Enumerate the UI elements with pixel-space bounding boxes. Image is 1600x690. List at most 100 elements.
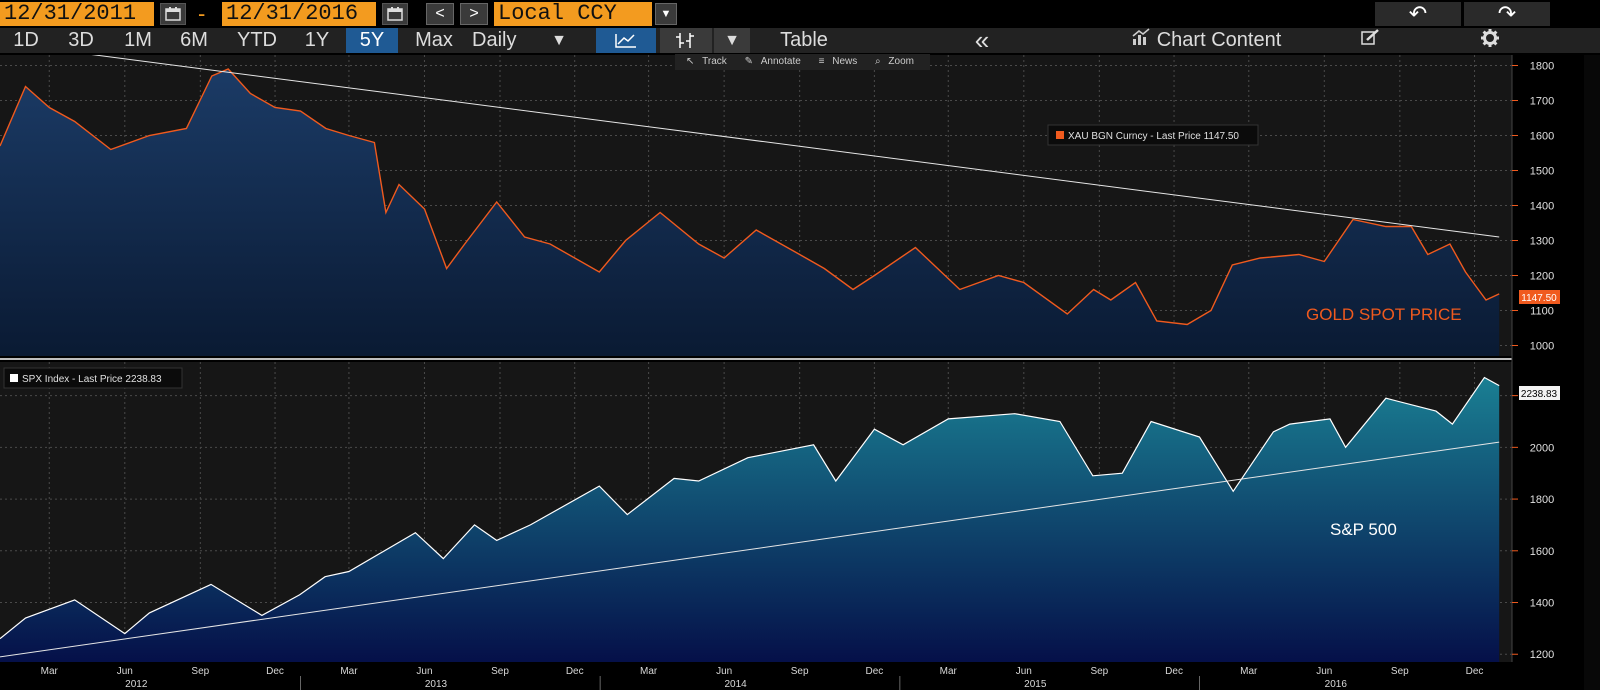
line-chart-icon[interactable] <box>596 28 656 53</box>
date-toolbar: 12/31/2011 - 12/31/2016 < > Local CCY ▼ … <box>0 0 1600 28</box>
x-month-label: Sep <box>1090 666 1108 677</box>
chart-type-dropdown-icon[interactable]: ▼ <box>714 28 750 53</box>
next-period-button[interactable]: > <box>460 3 488 25</box>
table-button[interactable]: Table <box>780 29 828 51</box>
gold-legend[interactable] <box>1047 124 1259 146</box>
gold-last-price-label: 1147.50 <box>1521 293 1557 304</box>
currency-select[interactable]: Local CCY <box>494 2 652 26</box>
spx-legend-swatch <box>10 374 18 382</box>
gold-y-tick-label: 1400 <box>1530 201 1554 213</box>
spx-y-tick-label: 1200 <box>1530 649 1554 661</box>
spx-price-line <box>0 376 1500 640</box>
x-month-label: Mar <box>940 666 958 677</box>
x-month-label: Dec <box>266 666 284 677</box>
start-date-field[interactable]: 12/31/2011 <box>0 2 154 26</box>
spx-y-tick-label: 1400 <box>1530 598 1554 610</box>
gold-y-tick-label: 1700 <box>1530 96 1554 108</box>
x-month-label: Dec <box>865 666 883 677</box>
gold-y-tick-label: 1100 <box>1530 306 1554 318</box>
spx-legend[interactable] <box>3 367 183 389</box>
candlestick-icon[interactable] <box>660 28 712 53</box>
range-max-button[interactable]: Max <box>415 29 453 51</box>
range-6m-button[interactable]: 6M <box>180 29 208 51</box>
track-label: Track <box>702 56 727 67</box>
x-year-label: 2014 <box>725 679 748 690</box>
edit-chart-button[interactable] <box>1320 28 1420 53</box>
x-month-label: Sep <box>491 666 509 677</box>
end-date-field[interactable]: 12/31/2016 <box>222 2 376 26</box>
x-month-label: Sep <box>1391 666 1409 677</box>
gold-y-tick-label: 1500 <box>1530 166 1554 178</box>
spx-annotation: S&P 500 <box>1330 520 1397 539</box>
range-3d-button[interactable]: 3D <box>68 29 94 51</box>
x-month-label: Dec <box>1165 666 1183 677</box>
spx-area-fill <box>0 377 1500 662</box>
date-separator: - <box>198 1 206 26</box>
x-month-label: Sep <box>791 666 809 677</box>
gold-y-tick-label: 1800 <box>1530 61 1554 73</box>
start-calendar-icon[interactable] <box>160 3 186 25</box>
x-month-label: Jun <box>1316 666 1332 677</box>
scrollbar-track[interactable] <box>1584 55 1600 690</box>
range-1y-button[interactable]: 1Y <box>304 29 330 51</box>
gold-last-price-tag <box>1519 290 1560 304</box>
gold-legend-swatch <box>1056 131 1064 139</box>
x-month-label: Mar <box>1240 666 1258 677</box>
gold-trendline <box>91 55 1500 238</box>
x-year-label: 2015 <box>1024 679 1047 690</box>
x-month-label: Mar <box>640 666 658 677</box>
annotate-tool[interactable]: ✎ Annotate <box>744 56 801 67</box>
chart-subtoolbar: ↖ Track ✎ Annotate ≡ News ⌕ Zoom <box>675 54 930 70</box>
x-month-label: Mar <box>340 666 358 677</box>
x-year-label: 2016 <box>1325 679 1348 690</box>
range-1m-button[interactable]: 1M <box>124 29 152 51</box>
news-tool[interactable]: ≡ News <box>818 56 858 67</box>
chart-toolbar: 1D 3D 1M 6M YTD 1Y 5Y Max Daily ▼ ▼ Tabl… <box>0 25 1600 55</box>
x-month-label: Mar <box>41 666 59 677</box>
gold-area-fill <box>0 69 1500 356</box>
gold-legend-label: XAU BGN Curncy - Last Price 1147.50 <box>1068 131 1239 142</box>
gold-y-tick-label: 1300 <box>1530 236 1554 248</box>
redo-icon[interactable]: ↷ <box>1464 2 1550 26</box>
chart-content-label: Chart Content <box>1156 29 1282 51</box>
spx-y-tick-label: 1800 <box>1530 494 1554 506</box>
currency-dropdown-icon[interactable]: ▼ <box>655 3 677 25</box>
x-axis: Mar Jun Sep Dec Mar Jun Sep Dec Mar Jun Sep Dec Mar J… <box>41 666 1484 690</box>
frequency-dropdown-icon[interactable]: ▼ <box>551 32 567 49</box>
news-label: News <box>832 56 858 67</box>
undo-icon[interactable]: ↶ <box>1375 2 1461 26</box>
range-5y-button[interactable]: 5Y <box>346 28 398 53</box>
chart-area[interactable]: 1000 1100 1200 1300 1400 1500 1600 1700 1800 120… <box>0 53 1600 690</box>
gold-price-line <box>0 68 1500 326</box>
zoom-tool[interactable]: ⌕ Zoom <box>875 56 914 67</box>
spx-trendline <box>0 441 1500 658</box>
x-month-label: Jun <box>1016 666 1032 677</box>
spx-last-price-label: 2238.83 <box>1521 389 1558 400</box>
spx-legend-label: SPX Index - Last Price 2238.83 <box>22 374 162 385</box>
gold-annotation: GOLD SPOT PRICE <box>1306 305 1462 324</box>
zoom-label: Zoom <box>888 56 914 67</box>
spx-last-price-tag <box>1519 386 1560 400</box>
track-tool[interactable]: ↖ Track <box>686 56 727 67</box>
prev-period-button[interactable]: < <box>426 3 454 25</box>
spx-y-axis: 120014001600180020002200 <box>1512 391 1554 661</box>
range-1d-button[interactable]: 1D <box>13 29 39 51</box>
x-axis-band <box>0 662 1512 690</box>
x-month-label: Dec <box>566 666 584 677</box>
x-month-label: Dec <box>1466 666 1484 677</box>
range-ytd-button[interactable]: YTD <box>237 29 277 51</box>
settings-button[interactable] <box>1460 28 1520 53</box>
end-calendar-icon[interactable] <box>382 3 408 25</box>
chart-content-button[interactable]: Chart Content <box>1096 28 1316 53</box>
collapse-panel-icon[interactable]: « <box>974 25 990 55</box>
x-month-label: Jun <box>416 666 432 677</box>
frequency-select[interactable]: Daily <box>472 29 517 51</box>
gold-y-tick-label: 1000 <box>1530 341 1554 353</box>
pencil-icon <box>1359 28 1381 55</box>
gold-y-axis: 1000 1100 1200 1300 1400 1500 1600 1700 1800 <box>1512 61 1554 353</box>
x-year-label: 2013 <box>425 679 448 690</box>
gear-icon <box>1480 28 1500 55</box>
chart-content-icon <box>1131 28 1151 53</box>
x-month-label: Jun <box>117 666 133 677</box>
spx-y-tick-label: 1600 <box>1530 546 1554 558</box>
